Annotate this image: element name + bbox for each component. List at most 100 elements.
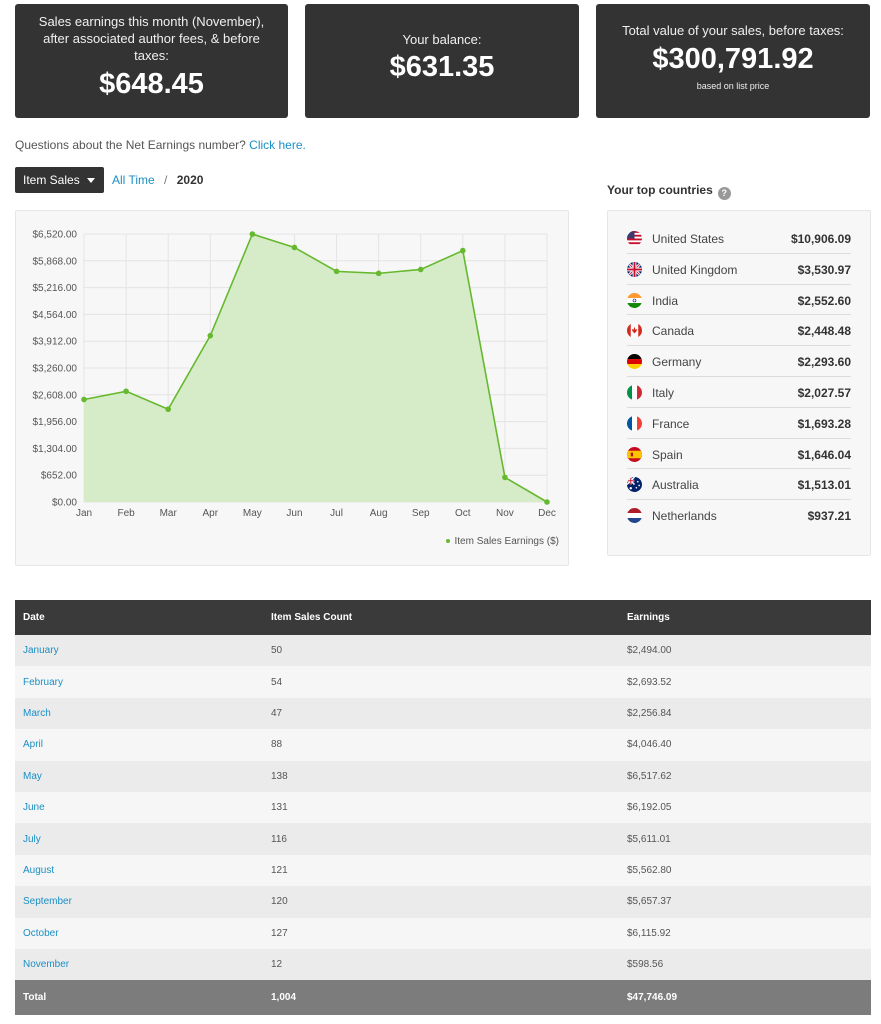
help-icon[interactable]: ? <box>717 187 731 200</box>
month-link[interactable]: April <box>15 729 263 761</box>
x-tick-label: Jun <box>286 508 302 519</box>
earnings-cell: $5,562.80 <box>619 854 871 887</box>
balance-value: $631.35 <box>389 51 495 83</box>
breadcrumb: All Time / 2020 <box>112 173 203 187</box>
earnings-cell: $6,517.62 <box>619 760 871 792</box>
header-earnings[interactable]: Earnings <box>619 600 871 635</box>
month-link[interactable]: May <box>15 760 263 792</box>
data-point <box>123 388 129 395</box>
earnings-cell: $6,192.05 <box>619 791 871 824</box>
country-name: Spain <box>652 447 683 462</box>
item-sales-count-cell: 121 <box>263 854 619 887</box>
data-point <box>333 268 340 275</box>
us-flag-icon <box>627 231 642 246</box>
x-tick-label: May <box>243 508 262 519</box>
month-link[interactable]: August <box>15 854 263 887</box>
earnings-cell: $2,256.84 <box>619 697 871 730</box>
country-amount: $2,448.48 <box>797 324 851 339</box>
data-point <box>502 474 508 481</box>
country-amount: $2,027.57 <box>797 385 851 400</box>
x-tick-label: Nov <box>496 508 514 519</box>
country-name: United States <box>652 232 725 246</box>
month-earnings-card: Sales earnings this month (November), af… <box>15 4 288 118</box>
fr-flag-icon <box>627 415 642 431</box>
y-tick-label: $2,608.00 <box>33 390 78 401</box>
data-point <box>165 406 171 413</box>
series-line <box>83 233 548 503</box>
month-earnings-value: $648.45 <box>99 68 204 100</box>
country-row: Spain $1,646.04 <box>627 439 851 470</box>
balance-card: Your balance: $631.35 <box>305 4 579 118</box>
item-sales-count-cell: 116 <box>263 823 619 855</box>
country-row: Italy $2,027.57 <box>627 377 851 408</box>
breadcrumb-separator: / <box>164 173 168 187</box>
country-row: Australia $1,513.01 <box>627 469 851 501</box>
total-label: Total <box>15 980 263 1016</box>
item-sales-count-cell: 54 <box>263 666 619 698</box>
country-amount: $3,530.97 <box>797 262 851 277</box>
data-point <box>249 231 256 237</box>
country-amount: $937.21 <box>807 509 851 524</box>
x-tick-label: Feb <box>117 508 135 519</box>
balance-label: Your balance: <box>402 32 482 47</box>
month-link[interactable]: June <box>15 791 263 824</box>
earnings-cell: $2,494.00 <box>619 635 871 667</box>
country-amount: $1,646.04 <box>797 447 851 462</box>
country-name: Germany <box>652 355 702 370</box>
month-link[interactable]: January <box>15 635 263 667</box>
x-tick-label: Jul <box>330 508 343 519</box>
nl-flag-icon <box>627 508 642 524</box>
y-tick-label: $652.00 <box>41 471 78 482</box>
earnings-cell: $4,046.40 <box>619 729 871 761</box>
all-time-link[interactable]: All Time <box>112 173 155 187</box>
table-row: August 121 $5,562.80 <box>15 854 871 887</box>
total-sales-card: Total value of your sales, before taxes:… <box>596 4 870 118</box>
month-link[interactable]: November <box>15 948 263 981</box>
data-point <box>417 266 424 273</box>
caret-down-icon <box>87 178 95 183</box>
country-row: United States $10,906.09 <box>627 223 851 254</box>
item-sales-count-cell: 88 <box>263 729 619 761</box>
header-item-sales-count[interactable]: Item Sales Count <box>263 600 619 635</box>
table-row: March 47 $2,256.84 <box>15 697 871 730</box>
x-tick-label: Aug <box>370 508 388 519</box>
header-date[interactable]: Date <box>15 600 263 635</box>
item-sales-count-cell: 12 <box>263 948 619 981</box>
question-text: Questions about the Net Earnings number? <box>15 138 246 152</box>
earnings-cell: $598.56 <box>619 948 871 981</box>
earnings-area-chart: $0.00 $652.00 $1,304.00 $1,956.00 $2,608.00 $… <box>33 230 556 520</box>
item-sales-dropdown[interactable]: Item Sales <box>15 167 104 193</box>
table-row: June 131 $6,192.05 <box>15 791 871 824</box>
country-name: Netherlands <box>652 509 717 524</box>
country-name: Canada <box>652 324 695 339</box>
y-tick-label: $1,956.00 <box>33 417 78 428</box>
series-area <box>84 234 547 502</box>
month-link[interactable]: September <box>15 886 263 918</box>
month-link[interactable]: March <box>15 697 263 730</box>
country-row: India $2,552.60 <box>627 285 851 316</box>
table-row: November 12 $598.56 <box>15 948 871 981</box>
data-point <box>460 247 466 254</box>
data-point <box>207 332 214 339</box>
table-row: July 116 $5,611.01 <box>15 823 871 855</box>
in-flag-icon <box>627 292 642 308</box>
x-tick-label: Oct <box>455 508 471 519</box>
item-sales-count-cell: 138 <box>263 760 619 792</box>
earnings-cell: $5,611.01 <box>619 823 871 855</box>
table-total-row: Total 1,004 $47,746.09 <box>15 980 871 1016</box>
item-sales-count-cell: 47 <box>263 697 619 730</box>
click-here-link[interactable]: Click here. <box>249 138 306 152</box>
de-flag-icon <box>627 354 642 370</box>
y-tick-label: $3,260.00 <box>33 364 78 375</box>
country-name: France <box>652 416 690 431</box>
top-countries-heading: Your top countries <box>607 183 713 197</box>
month-link[interactable]: February <box>15 666 263 698</box>
chart-legend: Item Sales Earnings ($) <box>445 536 559 547</box>
y-tick-label: $3,912.00 <box>33 337 78 348</box>
month-link[interactable]: July <box>15 823 263 855</box>
earnings-chart-panel: $0.00 $652.00 $1,304.00 $1,956.00 $2,608.00 $… <box>15 210 569 566</box>
uk-flag-icon <box>627 261 642 277</box>
net-earnings-question: Questions about the Net Earnings number?… <box>15 138 306 152</box>
legend-dot-icon <box>445 539 450 544</box>
month-link[interactable]: October <box>15 917 263 949</box>
